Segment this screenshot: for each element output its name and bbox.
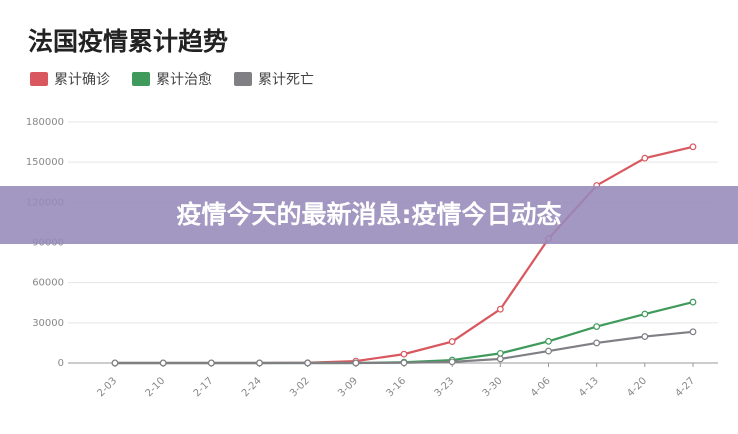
point [448,338,456,345]
point [496,305,504,313]
point [641,333,649,340]
x-tick-label: 3-30 [481,375,505,399]
legend-label: 累计确诊 [54,72,110,88]
point [400,350,408,358]
point [256,359,263,367]
x-tick-label: 3-09 [336,375,360,399]
point [159,359,167,367]
point [641,154,649,162]
x-tick-label: 4-20 [625,375,649,399]
y-tick-label: 30000 [32,318,64,329]
point [689,328,697,336]
x-tick-label: 3-23 [433,375,457,399]
point [304,359,312,367]
y-tick-label: 0 [58,358,64,369]
legend-label: 累计死亡 [258,72,314,88]
legend: 累计确诊 累计治愈 累计死亡 [30,72,314,88]
point [207,359,215,367]
y-tick-label: 150000 [26,157,64,168]
point [496,349,504,357]
x-tick-label: 2-17 [192,375,216,399]
y-tick-label: 180000 [26,117,64,128]
point [352,359,360,367]
x-tick-label: 2-10 [144,375,168,399]
x-tick-label: 4-13 [577,375,601,399]
legend-swatch [234,72,252,86]
x-tick-label: 4-06 [529,375,553,399]
series-line [114,145,694,365]
series-line [115,330,694,365]
banner-text: 疫情今天的最新消息:疫情今日动态 [177,200,562,229]
legend-swatch [132,72,150,86]
x-tick-label: 3-16 [384,375,408,399]
point [593,323,601,331]
point [641,310,649,318]
point [400,359,408,367]
point [111,359,119,367]
point [496,355,504,363]
x-tick-label: 4-27 [673,375,697,399]
x-tick-label: 2-03 [95,375,119,399]
chart-title: 法国疫情累计趋势 [28,27,228,56]
point [689,298,697,306]
plot: 03000060000900001200001500001800002-032-… [26,117,718,399]
point [593,339,601,347]
point [448,358,456,366]
point [545,337,552,345]
x-tick-label: 2-24 [240,375,264,399]
point [545,347,552,355]
legend-swatch [30,72,48,86]
legend-label: 累计治愈 [156,72,212,88]
y-tick-label: 60000 [32,278,64,289]
banner-band [0,186,738,244]
point [689,143,697,151]
x-tick-label: 3-02 [288,375,312,399]
